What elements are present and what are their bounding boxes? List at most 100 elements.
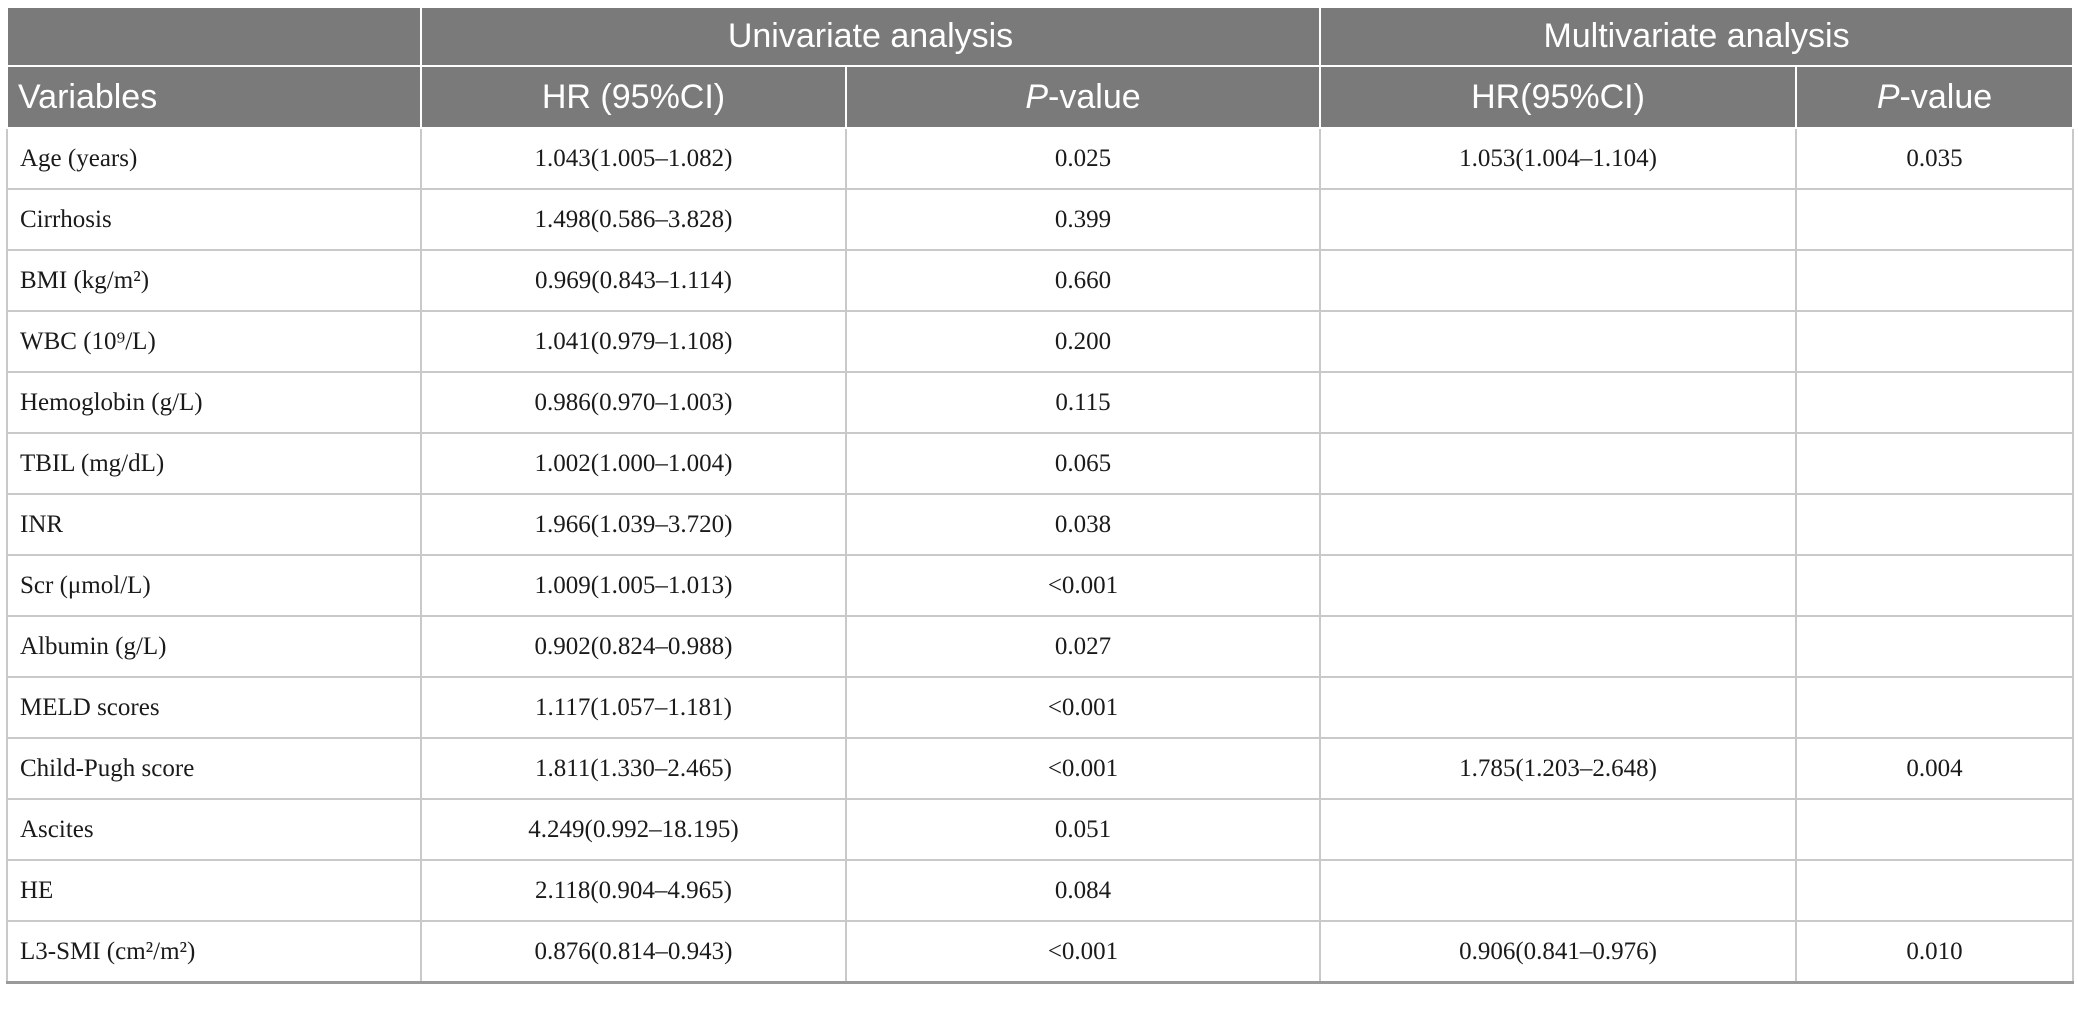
variable-cell: Albumin (g/L) (6, 615, 422, 678)
cox-regression-table: Univariate analysis Multivariate analysi… (6, 6, 2075, 984)
table-row: L3-SMI (cm²/m²) 0.876(0.814–0.943) <0.001 0… (6, 920, 2075, 984)
table-row: Cirrhosis 1.498(0.586–3.828) 0.399 (6, 188, 2075, 251)
uni-hr-cell: 1.811(1.330–2.465) (420, 737, 847, 800)
table-row: Albumin (g/L) 0.902(0.824–0.988) 0.027 (6, 615, 2075, 678)
variable-cell: Hemoglobin (g/L) (6, 371, 422, 434)
multi-p-cell (1795, 371, 2075, 434)
table-row: WBC (10⁹/L) 1.041(0.979–1.108) 0.200 (6, 310, 2075, 373)
multi-p-cell: 0.035 (1795, 127, 2075, 190)
multi-p-value-column-header: P-value (1795, 65, 2075, 129)
variable-cell: Age (years) (6, 127, 422, 190)
uni-hr-cell: 1.966(1.039–3.720) (420, 493, 847, 556)
uni-p-suffix: -value (1048, 77, 1141, 116)
variable-cell: Cirrhosis (6, 188, 422, 251)
uni-p-cell: 0.200 (844, 310, 1322, 373)
multi-p-cell (1795, 310, 2075, 373)
multi-hr-cell (1319, 859, 1798, 922)
uni-p-cell: 0.660 (844, 249, 1322, 312)
uni-hr-cell: 0.969(0.843–1.114) (420, 249, 847, 312)
uni-hr-cell: 0.902(0.824–0.988) (420, 615, 847, 678)
uni-p-cell: 0.065 (844, 432, 1322, 495)
table-row: BMI (kg/m²) 0.969(0.843–1.114) 0.660 (6, 249, 2075, 312)
multi-hr-cell (1319, 493, 1798, 556)
multi-hr-cell: 1.053(1.004–1.104) (1319, 127, 1798, 190)
table-row: Hemoglobin (g/L) 0.986(0.970–1.003) 0.115 (6, 371, 2075, 434)
multi-p-cell (1795, 798, 2075, 861)
multi-p-cell: 0.004 (1795, 737, 2075, 800)
column-header-row: Variables HR (95%CI) P-value HR(95%CI) P… (6, 65, 2075, 129)
uni-hr-cell: 4.249(0.992–18.195) (420, 798, 847, 861)
uni-hr-cell: 1.498(0.586–3.828) (420, 188, 847, 251)
variable-cell: INR (6, 493, 422, 556)
multi-hr-cell: 0.906(0.841–0.976) (1319, 920, 1798, 984)
uni-hr-cell: 1.009(1.005–1.013) (420, 554, 847, 617)
uni-hr-cell: 0.876(0.814–0.943) (420, 920, 847, 984)
multi-hr-cell (1319, 432, 1798, 495)
multi-hr-cell (1319, 676, 1798, 739)
table-row: Child-Pugh score 1.811(1.330–2.465) <0.001… (6, 737, 2075, 800)
multi-p-suffix: -value (1899, 77, 1993, 116)
uni-p-cell: 0.084 (844, 859, 1322, 922)
variable-cell: MELD scores (6, 676, 422, 739)
results-table-container: Univariate analysis Multivariate analysi… (6, 6, 2075, 984)
multi-hr-cell (1319, 615, 1798, 678)
table-row: MELD scores 1.117(1.057–1.181) <0.001 (6, 676, 2075, 739)
multi-p-cell (1795, 554, 2075, 617)
uni-hr-cell: 1.041(0.979–1.108) (420, 310, 847, 373)
multivariate-group-header: Multivariate analysis (1319, 6, 2075, 67)
uni-p-cell: 0.038 (844, 493, 1322, 556)
multi-hr-cell: 1.785(1.203–2.648) (1319, 737, 1798, 800)
uni-hr-cell: 1.043(1.005–1.082) (420, 127, 847, 190)
multi-hr-cell (1319, 371, 1798, 434)
multi-p-cell: 0.010 (1795, 920, 2075, 984)
table-row: TBIL (mg/dL) 1.002(1.000–1.004) 0.065 (6, 432, 2075, 495)
variable-cell: WBC (10⁹/L) (6, 310, 422, 373)
multi-p-cell (1795, 188, 2075, 251)
multi-p-cell (1795, 615, 2075, 678)
variable-cell: HE (6, 859, 422, 922)
uni-p-letter: P (1025, 77, 1049, 116)
uni-p-cell: <0.001 (844, 737, 1322, 800)
variable-cell: TBIL (mg/dL) (6, 432, 422, 495)
uni-hr-column-header: HR (95%CI) (420, 65, 847, 129)
table-row: Scr (μmol/L) 1.009(1.005–1.013) <0.001 (6, 554, 2075, 617)
uni-p-cell: 0.399 (844, 188, 1322, 251)
multi-hr-column-header: HR(95%CI) (1319, 65, 1798, 129)
group-header-row: Univariate analysis Multivariate analysi… (6, 6, 2075, 67)
multi-p-cell (1795, 249, 2075, 312)
uni-p-cell: 0.051 (844, 798, 1322, 861)
multi-hr-cell (1319, 249, 1798, 312)
variable-cell: L3-SMI (cm²/m²) (6, 920, 422, 984)
variable-cell: Scr (μmol/L) (6, 554, 422, 617)
uni-hr-cell: 2.118(0.904–4.965) (420, 859, 847, 922)
multi-hr-cell (1319, 798, 1798, 861)
uni-hr-cell: 0.986(0.970–1.003) (420, 371, 847, 434)
uni-p-cell: 0.025 (844, 127, 1322, 190)
variable-cell: BMI (kg/m²) (6, 249, 422, 312)
multi-p-cell (1795, 676, 2075, 739)
univariate-group-header: Univariate analysis (419, 6, 1322, 67)
multi-p-letter: P (1876, 77, 1900, 116)
variable-cell: Ascites (6, 798, 422, 861)
group-header-blank (6, 6, 422, 67)
multi-hr-cell (1319, 310, 1798, 373)
uni-p-cell: <0.001 (844, 554, 1322, 617)
multi-p-cell (1795, 493, 2075, 556)
table-body: Age (years) 1.043(1.005–1.082) 0.025 1.053(… (6, 127, 2075, 984)
uni-p-cell: <0.001 (844, 920, 1322, 984)
table-header: Univariate analysis Multivariate analysi… (6, 6, 2075, 129)
uni-hr-cell: 1.002(1.000–1.004) (420, 432, 847, 495)
uni-p-cell: <0.001 (844, 676, 1322, 739)
uni-p-cell: 0.027 (844, 615, 1322, 678)
multi-p-cell (1795, 432, 2075, 495)
multi-p-cell (1795, 859, 2075, 922)
table-row: INR 1.966(1.039–3.720) 0.038 (6, 493, 2075, 556)
uni-p-cell: 0.115 (844, 371, 1322, 434)
variables-column-header: Variables (6, 65, 422, 129)
variable-cell: Child-Pugh score (6, 737, 422, 800)
uni-hr-cell: 1.117(1.057–1.181) (420, 676, 847, 739)
table-row: Ascites 4.249(0.992–18.195) 0.051 (6, 798, 2075, 861)
multi-hr-cell (1319, 188, 1798, 251)
uni-p-value-column-header: P-value (844, 65, 1322, 129)
table-row: HE 2.118(0.904–4.965) 0.084 (6, 859, 2075, 922)
